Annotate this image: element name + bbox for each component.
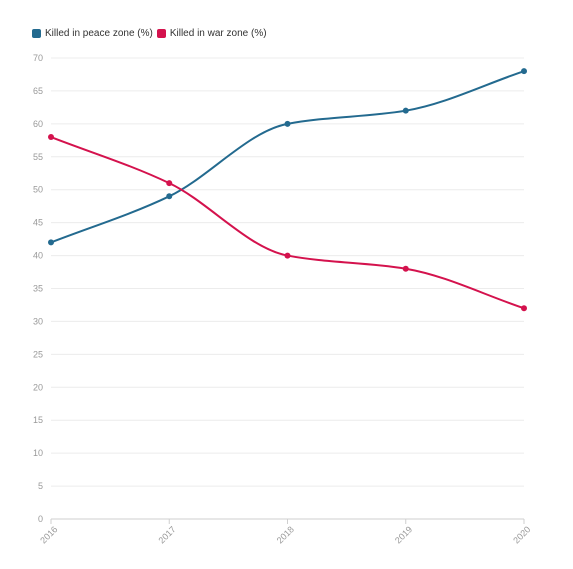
x-tick-label: 2020 [511,524,532,545]
x-tick-label: 2016 [38,524,59,545]
legend-label-peace-zone: Killed in peace zone (%) [45,28,153,39]
y-tick-label: 40 [33,251,43,261]
series-1-point [48,134,54,141]
y-tick-label: 65 [33,86,43,96]
legend-swatch-war-zone [156,29,166,38]
y-tick-label: 70 [33,53,43,63]
y-tick-label: 15 [33,415,43,425]
y-tick-label: 0 [38,514,43,524]
legend-swatch-peace-zone [32,29,41,38]
series-0-point [166,193,173,200]
y-tick-label: 10 [33,448,43,458]
chart-legend: Killed in peace zone (%) Killed in war z… [32,28,271,39]
series-1-point [521,305,527,312]
series-0-point [48,239,54,246]
series-1-point [402,265,409,272]
y-tick-label: 5 [38,481,43,491]
y-tick-label: 35 [33,284,43,294]
x-tick-label: 2017 [157,524,178,545]
series-1-point [284,252,291,259]
y-tick-label: 25 [33,349,43,359]
y-tick-label: 45 [33,218,43,228]
legend-item-war-zone[interactable]: Killed in war zone (%) [156,28,267,39]
y-tick-label: 30 [33,316,43,326]
y-tick-label: 20 [33,382,43,392]
series-0-point [284,120,291,127]
x-tick-label: 2018 [275,524,296,545]
legend-item-peace-zone[interactable]: Killed in peace zone (%) [32,28,153,39]
y-tick-label: 55 [33,152,43,162]
series-1-point [166,180,173,187]
x-tick-label: 2019 [393,524,414,545]
series-0-point [402,107,409,114]
legend-label-war-zone: Killed in war zone (%) [169,28,267,39]
y-tick-label: 60 [33,119,43,129]
series-0-point [521,68,527,75]
y-tick-label: 50 [33,185,43,195]
